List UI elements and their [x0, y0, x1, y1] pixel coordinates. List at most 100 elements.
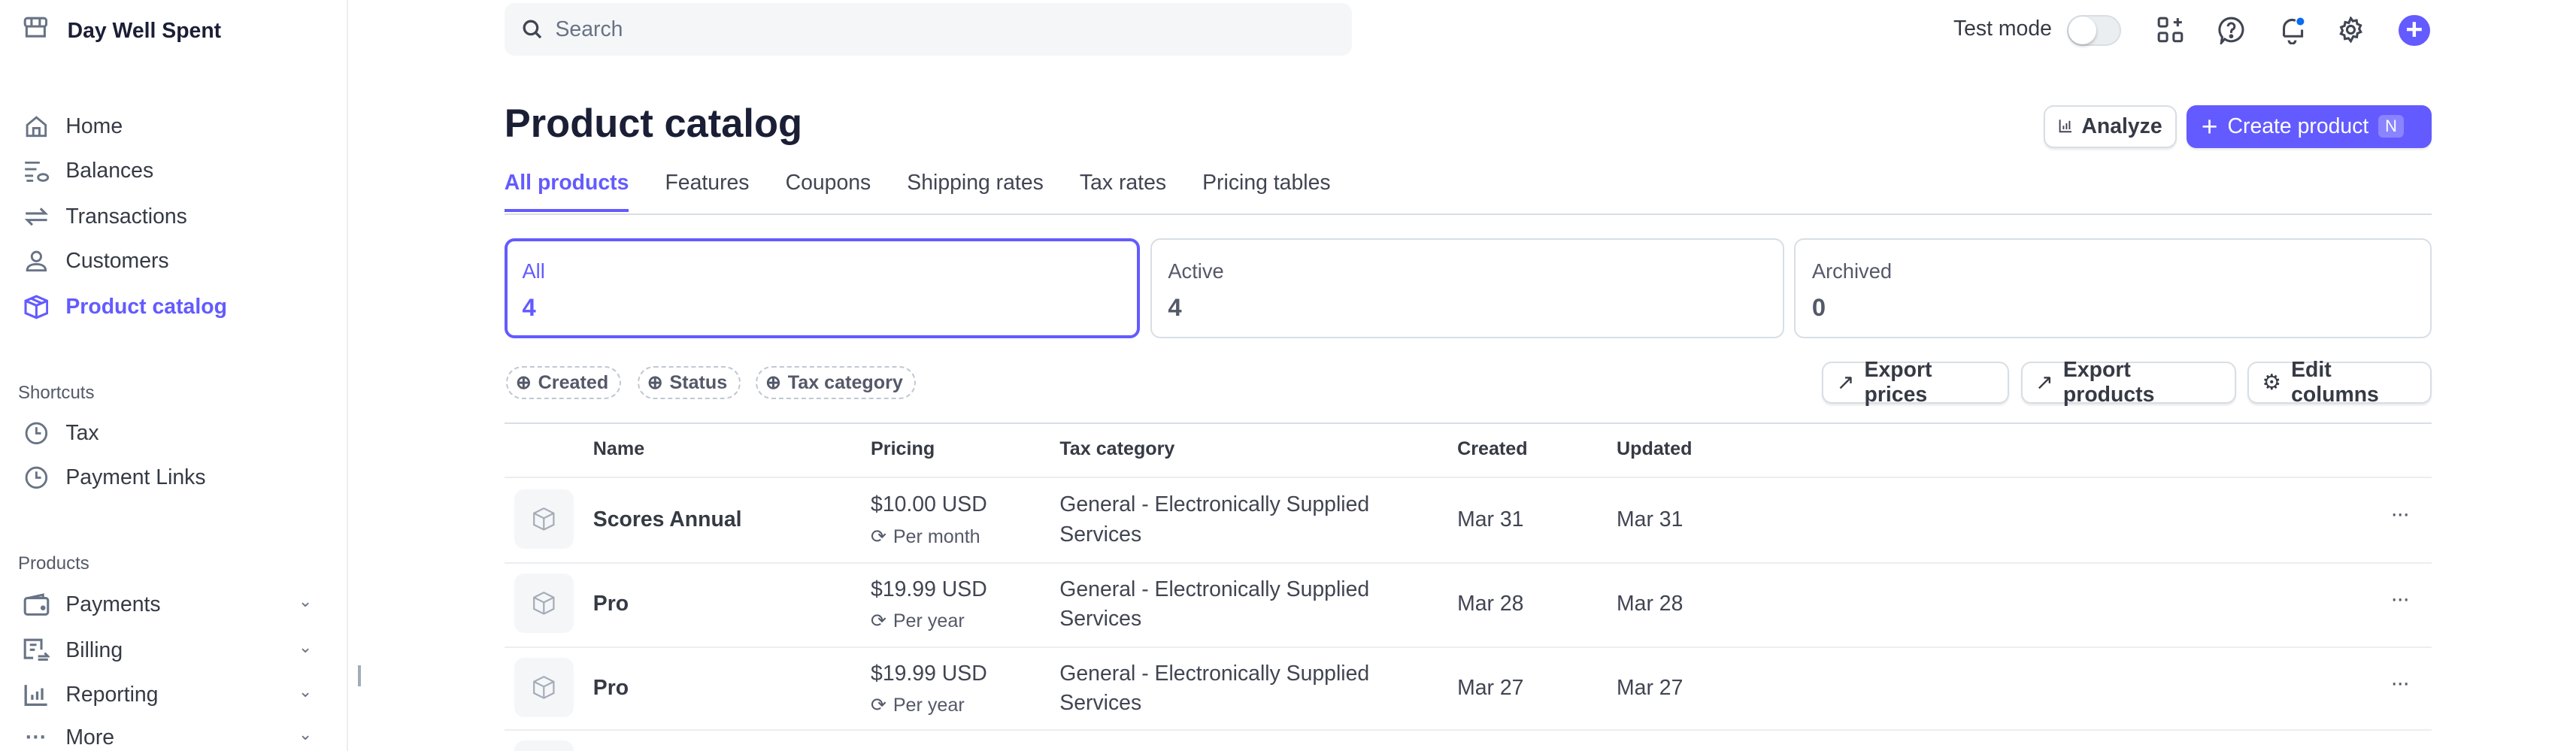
created-date: Mar 28	[1457, 592, 1524, 616]
tab-bar: All products Features Coupons Shipping r…	[504, 171, 1331, 212]
sidebar-item-more[interactable]: ··· More ⌄	[23, 725, 319, 751]
tab-pricing-tables[interactable]: Pricing tables	[1202, 171, 1331, 195]
table-row[interactable]: Scores Annual $10.00 USD ⟳ Per month Gene…	[505, 478, 2432, 562]
plus-icon: +	[2201, 110, 2218, 142]
chevron-down-icon[interactable]: ⌄	[298, 591, 313, 610]
column-header-tax-category[interactable]: Tax category	[1059, 438, 1175, 460]
account-name: Day Well Spent	[67, 18, 222, 43]
filter-created[interactable]: ⊕ Created	[505, 366, 622, 399]
sidebar-item-transactions[interactable]: Transactions	[23, 204, 319, 230]
sidebar-item-label: Product catalog	[65, 295, 227, 319]
sidebar: Day Well Spent Home Balances Transaction…	[0, 0, 349, 751]
account-switcher[interactable]: Day Well Spent	[23, 17, 222, 46]
button-label: Edit columns	[2291, 358, 2379, 407]
chevron-down-icon[interactable]: ⌄	[298, 681, 313, 701]
help-icon[interactable]	[2218, 17, 2244, 51]
sidebar-item-label: Billing	[65, 637, 123, 662]
row-actions-icon[interactable]: ···	[2390, 669, 2410, 695]
search-icon	[523, 20, 542, 39]
clock-icon	[23, 465, 50, 491]
created-date: Mar 27	[1457, 676, 1524, 701]
card-count: 4	[1168, 293, 1182, 322]
tax-category-line1: General - Electronically Supplied	[1059, 577, 1370, 601]
tab-tax-rates[interactable]: Tax rates	[1079, 171, 1167, 195]
tax-category-line2: Services	[1059, 691, 1142, 715]
filter-tax-category[interactable]: ⊕ Tax category	[756, 366, 917, 399]
sidebar-item-home[interactable]: Home	[23, 114, 319, 140]
analyze-button[interactable]: Analyze	[2044, 104, 2177, 148]
tab-coupons[interactable]: Coupons	[785, 171, 871, 195]
tax-category-line2: Services	[1059, 606, 1142, 631]
column-header-name[interactable]: Name	[592, 438, 645, 460]
product-name[interactable]: Pro	[592, 592, 629, 616]
apps-icon[interactable]	[2157, 17, 2184, 50]
summary-card-all[interactable]: All 4	[504, 238, 1141, 339]
product-name[interactable]: Pro	[592, 676, 629, 701]
sidebar-item-customers[interactable]: Customers	[23, 248, 319, 274]
billing-interval: ⟳ Per year	[871, 694, 965, 716]
product-placeholder-icon	[533, 507, 555, 531]
shortcut-payment-links[interactable]: Payment Links	[23, 465, 319, 491]
column-header-updated[interactable]: Updated	[1617, 438, 1693, 460]
chevron-down-icon[interactable]: ⌄	[298, 724, 313, 743]
filter-label: Tax category	[787, 371, 903, 393]
table-row[interactable]: Pro $19.99 USD ⟳ Per year General - Elect…	[505, 562, 2432, 646]
summary-card-archived[interactable]: Archived 0	[1794, 238, 2432, 339]
sidebar-item-balances[interactable]: Balances	[23, 158, 319, 184]
clock-icon	[23, 420, 50, 447]
row-actions-icon[interactable]: ···	[2390, 501, 2410, 527]
plus-circle-icon: ⊕	[765, 372, 782, 394]
test-mode-toggle[interactable]	[2066, 14, 2121, 47]
card-count: 0	[1811, 293, 1826, 322]
summary-card-active[interactable]: Active 4	[1150, 238, 1784, 339]
sidebar-item-billing[interactable]: Billing ⌄	[23, 637, 319, 664]
table-top-border	[504, 422, 2432, 424]
sidebar-item-label: More	[65, 725, 115, 749]
chart-icon	[2059, 120, 2072, 133]
recurring-icon: ⟳	[871, 695, 887, 716]
recurring-icon: ⟳	[871, 526, 887, 548]
billing-icon	[23, 637, 50, 664]
tab-all-products[interactable]: All products	[504, 171, 629, 212]
button-label: Export products	[2062, 358, 2155, 407]
edit-columns-button[interactable]: ⚙ Edit columns	[2247, 358, 2432, 407]
product-name[interactable]: Scores Annual	[592, 507, 742, 532]
sidebar-item-payments[interactable]: Payments ⌄	[23, 592, 319, 618]
price: $19.99 USD	[871, 577, 987, 601]
shortcuts-heading: Shortcuts	[18, 383, 95, 404]
table-row[interactable]: Pro $19.99 USD ⟳ Per year General - Elect…	[505, 647, 2432, 730]
tax-category-line2: Services	[1059, 522, 1142, 547]
products-heading: Products	[18, 553, 89, 574]
filter-status[interactable]: ⊕ Status	[637, 366, 741, 399]
export-prices-button[interactable]: ↗ Export prices	[1822, 358, 2010, 407]
chevron-down-icon[interactable]: ⌄	[298, 637, 313, 656]
plus-circle-icon: ⊕	[515, 372, 532, 394]
billing-interval: ⟳ Per month	[871, 525, 980, 548]
settings-icon[interactable]	[2338, 15, 2364, 50]
sidebar-item-label: Payment Links	[65, 465, 206, 490]
gear-icon: ⚙	[2262, 371, 2281, 395]
create-new-icon[interactable]: +	[2399, 14, 2430, 47]
sidebar-resize-handle[interactable]	[358, 665, 361, 687]
product-placeholder-icon	[533, 676, 555, 700]
button-label: Export prices	[1864, 358, 1932, 407]
notifications-icon[interactable]	[2279, 17, 2307, 51]
shortcut-tax[interactable]: Tax	[23, 420, 319, 447]
balances-icon	[23, 158, 50, 184]
sidebar-item-product-catalog[interactable]: Product catalog	[23, 294, 319, 320]
sidebar-item-label: Balances	[65, 158, 154, 183]
created-date: Mar 31	[1457, 507, 1524, 532]
sidebar-item-reporting[interactable]: Reporting ⌄	[23, 682, 319, 708]
create-product-button[interactable]: + Create product N	[2187, 104, 2432, 148]
tax-category-line1: General - Electronically Supplied	[1059, 661, 1370, 686]
export-products-button[interactable]: ↗ Export products	[2020, 358, 2236, 407]
tab-shipping-rates[interactable]: Shipping rates	[907, 171, 1044, 195]
sidebar-item-label: Customers	[65, 248, 169, 273]
column-header-created[interactable]: Created	[1457, 438, 1528, 460]
tab-features[interactable]: Features	[665, 171, 750, 195]
column-header-pricing[interactable]: Pricing	[871, 438, 935, 460]
row-actions-icon[interactable]: ···	[2390, 585, 2410, 611]
product-thumbnail	[514, 489, 574, 549]
tax-category-line1: General - Electronically Supplied	[1059, 492, 1370, 517]
search-input[interactable]: Search	[504, 3, 1353, 56]
